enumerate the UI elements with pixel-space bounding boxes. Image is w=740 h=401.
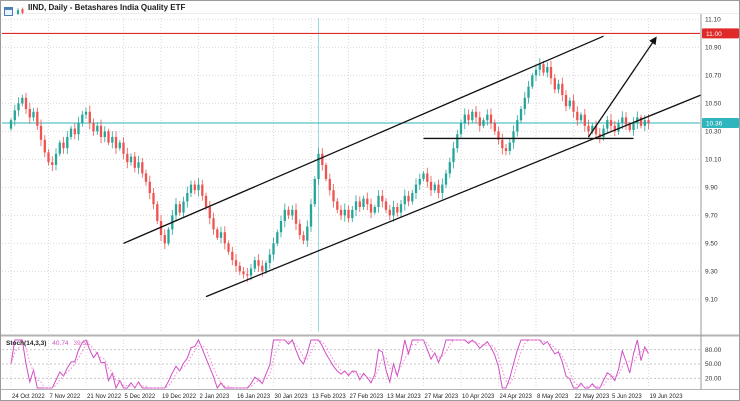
svg-text:10 Apr 2023: 10 Apr 2023 [462,394,495,400]
svg-text:27 Mar 2023: 27 Mar 2023 [425,394,459,400]
svg-text:9.70: 9.70 [705,213,718,220]
time-axis[interactable]: 24 Oct 2022 7 Nov 2022 21 Nov 2022 5 Dec 20… [12,394,683,400]
lower-channel-trendline[interactable] [205,94,702,298]
svg-text:24 Apr 2023: 24 Apr 2023 [500,394,533,400]
svg-text:27 Feb 2023: 27 Feb 2023 [350,394,384,400]
svg-text:10.50: 10.50 [705,101,722,108]
svg-text:10.70: 10.70 [705,73,722,80]
upper-channel-trendline[interactable] [123,35,604,244]
chart-title: IIND, Daily - Betashares India Quality E… [28,2,186,12]
svg-text:24 Oct 2022: 24 Oct 2022 [12,394,45,400]
svg-text:16 Jan 2023: 16 Jan 2023 [237,394,271,400]
svg-text:30 Jan 2023: 30 Jan 2023 [275,394,309,400]
chart-titlebar: IIND, Daily - Betashares India Quality E… [1,1,739,16]
svg-text:2 Jan 2023: 2 Jan 2023 [200,394,230,400]
svg-text:9.50: 9.50 [705,241,718,248]
svg-text:19 Dec 2022: 19 Dec 2022 [162,394,197,400]
svg-text:9.30: 9.30 [705,269,718,276]
svg-text:19 Jun 2023: 19 Jun 2023 [650,394,684,400]
svg-text:10.36: 10.36 [706,120,723,127]
chart-window-icon [4,3,13,16]
price-axis[interactable]: 11.10 10.90 10.70 10.50 10.30 10.10 9.90 9.70 9.… [705,17,722,383]
svg-text:9.10: 9.10 [705,297,718,304]
svg-text:10.30: 10.30 [705,129,722,136]
svg-text:11.10: 11.10 [705,17,721,24]
svg-text:7 Nov 2022: 7 Nov 2022 [50,394,81,400]
price-tag-current: 10.36 [702,118,739,128]
svg-text:22 May 2023: 22 May 2023 [575,394,610,400]
svg-text:13 Mar 2023: 13 Mar 2023 [387,394,421,400]
svg-text:50.00: 50.00 [705,361,722,368]
svg-text:5 Jun 2023: 5 Jun 2023 [612,394,642,400]
stoch-main-line [10,338,649,390]
grid [2,18,700,388]
price-tag-resistance: 11.00 [702,28,739,39]
svg-text:13 Feb 2023: 13 Feb 2023 [312,394,346,400]
svg-text:20.00: 20.00 [705,376,722,383]
svg-text:80.00: 80.00 [705,347,722,354]
candlestick-icon [16,3,25,15]
candlestick-series [9,58,650,282]
projection-arrow[interactable] [587,36,657,138]
svg-text:5 Dec 2022: 5 Dec 2022 [125,394,156,400]
svg-text:9.90: 9.90 [705,185,718,192]
svg-text:8 May 2023: 8 May 2023 [537,394,569,400]
svg-text:11.00: 11.00 [706,31,722,38]
svg-text:10.90: 10.90 [705,45,722,52]
chart-canvas[interactable]: 11.10 10.90 10.70 10.50 10.30 10.10 9.90 9.70 9.… [1,14,739,400]
chart-plot-area[interactable]: 11.10 10.90 10.70 10.50 10.30 10.10 9.90 9.70 9.… [1,14,739,400]
svg-text:21 Nov 2022: 21 Nov 2022 [87,394,122,400]
svg-text:10.10: 10.10 [705,157,722,164]
